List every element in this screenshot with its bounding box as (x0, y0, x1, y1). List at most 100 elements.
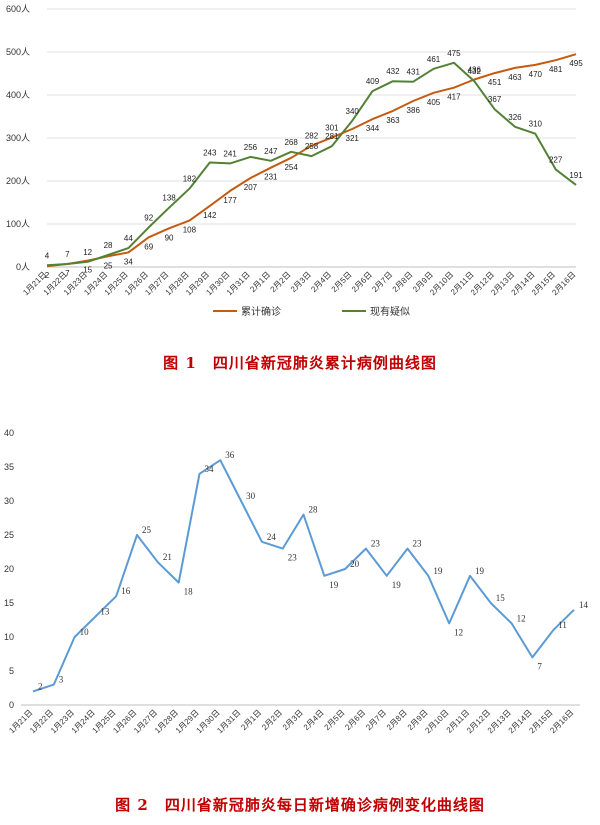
data-label-suspected: 191 (569, 171, 583, 180)
x-tick-label: 2月16日 (548, 708, 575, 735)
data-label-daily: 12 (454, 627, 463, 637)
data-label-suspected: 367 (488, 95, 502, 104)
data-label-daily: 15 (496, 593, 506, 603)
data-label-suspected: 409 (366, 77, 380, 86)
y-tick-label: 25 (4, 530, 14, 540)
data-label-confirmed: 321 (346, 134, 360, 143)
data-label-confirmed: 34 (124, 257, 133, 266)
data-label-confirmed: 451 (488, 78, 502, 87)
data-label-suspected: 241 (223, 149, 237, 158)
data-label-daily: 10 (80, 627, 90, 637)
data-label-confirmed: 108 (183, 226, 197, 235)
x-tick-label: 2月1日 (239, 708, 263, 732)
y-tick-label: 100人 (6, 219, 30, 229)
data-label-daily: 25 (142, 525, 152, 535)
data-label-confirmed: 282 (305, 132, 319, 141)
data-label-suspected: 44 (124, 234, 133, 243)
data-label-confirmed: 254 (284, 163, 298, 172)
data-label-confirmed: 463 (508, 73, 522, 82)
y-tick-label: 300人 (6, 133, 30, 143)
data-label-daily: 19 (392, 580, 402, 590)
data-label-confirmed: 301 (325, 124, 339, 133)
data-label-daily: 24 (267, 532, 277, 542)
data-label-suspected: 256 (244, 143, 258, 152)
data-label-confirmed: 386 (407, 106, 421, 115)
data-label-daily: 34 (204, 464, 214, 474)
data-label-confirmed: 7 (65, 269, 70, 278)
data-label-daily: 16 (121, 586, 131, 596)
y-tick-label: 15 (4, 598, 14, 608)
x-tick-label: 2月5日 (323, 708, 347, 732)
data-label-suspected: 182 (183, 175, 197, 184)
x-tick-label: 2月1日 (248, 270, 272, 294)
data-label-suspected: 310 (529, 120, 543, 129)
data-label-daily: 20 (350, 559, 360, 569)
x-tick-label: 2月8日 (391, 270, 415, 294)
data-label-daily: 13 (100, 607, 110, 617)
data-label-daily: 18 (184, 587, 194, 597)
x-tick-label: 1月31日 (215, 708, 242, 735)
data-label-confirmed: 142 (203, 211, 217, 220)
data-label-confirmed: 495 (569, 59, 583, 68)
data-label-suspected: 12 (83, 248, 92, 257)
x-tick-label: 2月8日 (385, 708, 409, 732)
y-tick-label: 400人 (6, 90, 30, 100)
data-label-confirmed: 363 (386, 116, 400, 125)
y-tick-label: 10 (4, 632, 14, 642)
x-tick-label: 2月2日 (269, 270, 293, 294)
data-label-suspected: 432 (468, 67, 482, 76)
data-label-confirmed: 481 (549, 65, 563, 74)
data-label-suspected: 432 (386, 67, 400, 76)
cumulative-cases-chart: 0人100人200人300人400人500人600人1月21日1月22日1月23… (6, 4, 583, 318)
data-label-suspected: 243 (203, 149, 217, 158)
data-label-suspected: 258 (305, 142, 319, 151)
y-tick-label: 30 (4, 496, 14, 506)
data-label-confirmed: 2 (45, 271, 50, 280)
x-tick-label: 2月2日 (260, 708, 284, 732)
y-tick-label: 500人 (6, 47, 30, 57)
data-label-confirmed: 344 (366, 124, 380, 133)
data-label-daily: 12 (517, 613, 526, 623)
x-tick-label: 2月4日 (302, 708, 326, 732)
data-label-daily: 19 (475, 566, 485, 576)
data-label-daily: 2 (38, 681, 43, 691)
data-label-confirmed: 207 (244, 183, 258, 192)
data-label-suspected: 138 (162, 194, 176, 203)
data-label-daily: 23 (371, 539, 381, 549)
data-label-daily: 19 (329, 580, 339, 590)
daily-new-cases-chart: 05101520253035401月21日1月22日1月23日1月24日1月25… (4, 428, 589, 735)
series-daily-new-line (32, 459, 575, 693)
data-label-suspected: 281 (325, 132, 339, 141)
data-label-daily: 28 (309, 505, 319, 515)
x-tick-label: 2月3日 (281, 708, 305, 732)
data-label-daily: 7 (537, 661, 542, 671)
data-label-suspected: 227 (549, 155, 563, 164)
data-label-suspected: 268 (284, 138, 298, 147)
data-label-daily: 14 (579, 600, 589, 610)
y-tick-label: 600人 (6, 4, 30, 14)
data-label-suspected: 28 (104, 241, 113, 250)
y-tick-label: 40 (4, 428, 14, 438)
chart1-caption: 图 1 四川省新冠肺炎累计病例曲线图 (163, 354, 437, 372)
data-label-confirmed: 90 (165, 233, 174, 242)
y-tick-label: 0人 (16, 262, 30, 272)
y-tick-label: 20 (4, 564, 14, 574)
data-label-suspected: 7 (65, 250, 70, 259)
data-label-confirmed: 470 (529, 70, 543, 79)
data-label-daily: 23 (413, 539, 423, 549)
x-tick-label: 2月4日 (309, 270, 333, 294)
y-tick-label: 35 (4, 462, 14, 472)
data-label-daily: 3 (59, 675, 64, 685)
legend-label-confirmed: 累计确诊 (241, 305, 281, 318)
data-label-daily: 21 (163, 552, 172, 562)
x-tick-label: 2月5日 (330, 270, 354, 294)
data-label-suspected: 4 (45, 251, 50, 260)
data-label-confirmed: 177 (223, 196, 237, 205)
data-label-suspected: 475 (447, 49, 461, 58)
series-cumulative-confirmed-line (46, 53, 577, 268)
data-label-confirmed: 25 (104, 261, 113, 270)
data-label-daily: 23 (288, 553, 298, 563)
data-label-suspected: 247 (264, 147, 278, 156)
x-tick-label: 2月6日 (343, 708, 367, 732)
data-label-confirmed: 15 (83, 266, 92, 275)
